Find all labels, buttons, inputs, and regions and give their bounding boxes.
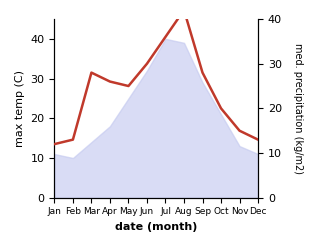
- Y-axis label: max temp (C): max temp (C): [15, 70, 25, 147]
- Y-axis label: med. precipitation (kg/m2): med. precipitation (kg/m2): [293, 43, 303, 174]
- X-axis label: date (month): date (month): [115, 222, 197, 232]
